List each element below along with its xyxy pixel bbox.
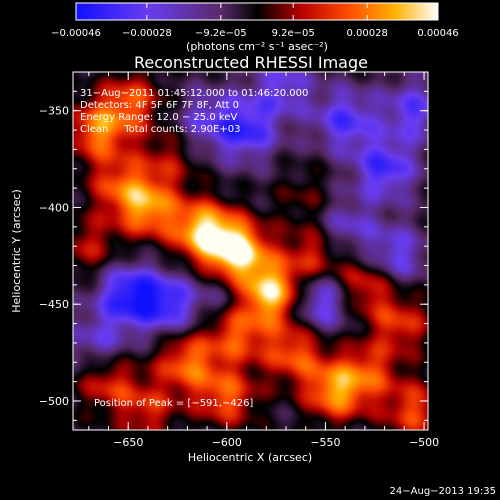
image-annotations: 31−Aug−2011 01:45:12.000 to 01:46:20.000… bbox=[80, 88, 308, 409]
footer-date: 24−Aug−2013 19:35 bbox=[390, 486, 496, 497]
annotation-method: Clean Total counts: 2.90E+03 bbox=[80, 124, 240, 135]
x-axis-tick-labels: −650 −600 −550 −500 bbox=[113, 436, 439, 449]
y-tick-label: −450 bbox=[39, 298, 69, 311]
y-tick-label: −400 bbox=[39, 201, 69, 214]
y-axis-ticks bbox=[73, 90, 428, 421]
y-tick-label: −500 bbox=[39, 395, 69, 408]
x-axis-label: Heliocentric X (arcsec) bbox=[188, 451, 312, 464]
colorbar-unit-label: (photons cm⁻² s⁻¹ asec⁻²) bbox=[186, 40, 328, 53]
heatmap-image bbox=[73, 72, 428, 430]
y-axis-tick-labels: −350 −400 −450 −500 bbox=[39, 105, 69, 408]
colorbar-ticks bbox=[75, 3, 439, 20]
colorbar-tick-label: −9.2e−05 bbox=[195, 28, 247, 39]
colorbar: −0.00046 −0.00028 −9.2e−05 9.2e−05 0.00028 0.… bbox=[51, 2, 459, 53]
annotation-time: 31−Aug−2011 01:45:12.000 to 01:46:20.000 bbox=[80, 88, 308, 99]
colorbar-tick-label: 0.00028 bbox=[346, 28, 387, 39]
colorbar-tick-label: −0.00028 bbox=[122, 28, 172, 39]
x-tick-label: −600 bbox=[212, 436, 242, 449]
y-axis-label: Heliocentric Y (arcsec) bbox=[10, 189, 23, 313]
annotation-detectors: Detectors: 4F 5F 6F 7F 8F, Att 0 bbox=[80, 100, 239, 111]
colorbar-tick-label: 0.00046 bbox=[417, 28, 458, 39]
x-tick-label: −500 bbox=[409, 436, 439, 449]
chart-title: Reconstructed RHESSI Image bbox=[134, 53, 368, 72]
x-axis-ticks bbox=[88, 72, 425, 430]
x-tick-label: −550 bbox=[310, 436, 340, 449]
colorbar-tick-label: 9.2e−05 bbox=[272, 28, 315, 39]
colorbar-tick-labels: −0.00046 −0.00028 −9.2e−05 9.2e−05 0.00028 0.… bbox=[51, 28, 459, 39]
colorbar-gradient bbox=[75, 2, 439, 21]
annotation-energy: Energy Range: 12.0 − 25.0 keV bbox=[80, 112, 237, 123]
annotation-peak-position: Position of Peak = [−591,−426] bbox=[94, 398, 253, 409]
plot-frame bbox=[72, 71, 429, 431]
y-tick-label: −350 bbox=[39, 105, 69, 118]
x-tick-label: −650 bbox=[113, 436, 143, 449]
colorbar-tick-label: −0.00046 bbox=[51, 28, 101, 39]
